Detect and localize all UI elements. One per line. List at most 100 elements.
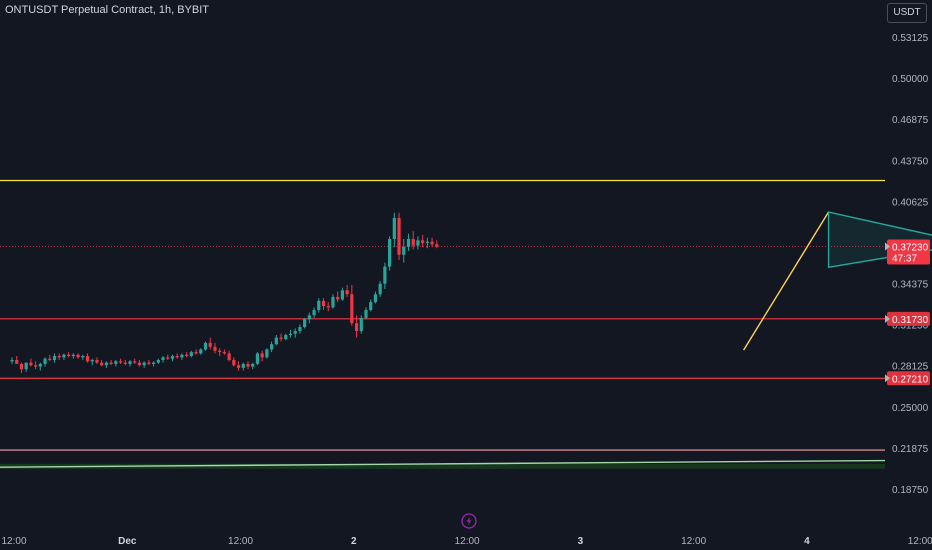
- candle-body: [189, 352, 193, 357]
- chart-title: ONTUSDT Perpetual Contract, 1h, BYBIT: [5, 4, 209, 16]
- price-tick-label: 0.50000: [892, 74, 929, 85]
- candle: [421, 235, 425, 247]
- candle: [76, 353, 80, 359]
- candle-body: [100, 362, 104, 366]
- time-tick-label: 3: [578, 536, 584, 547]
- candle-body: [199, 349, 203, 354]
- price-tick-label: 0.31250: [892, 321, 929, 332]
- candle: [166, 354, 170, 360]
- price-tick-label: 0.40625: [892, 197, 929, 208]
- candle-body: [312, 310, 316, 316]
- candle: [265, 348, 269, 359]
- candle: [57, 353, 61, 360]
- candle-body: [373, 294, 378, 303]
- candle-body: [369, 302, 373, 311]
- candle: [331, 294, 335, 309]
- candle-body: [48, 358, 52, 360]
- candle-body: [95, 359, 99, 363]
- candle: [260, 350, 264, 362]
- candle: [104, 361, 108, 368]
- candle-body: [350, 294, 354, 324]
- candle: [354, 315, 359, 338]
- candle-body: [340, 290, 344, 300]
- red-level-2-badge[interactable]: 0.27210: [885, 371, 930, 386]
- candle: [241, 362, 245, 371]
- candle-body: [213, 346, 217, 351]
- candle-body: [359, 317, 363, 332]
- candle: [411, 231, 415, 250]
- currency-selector-button[interactable]: USDT: [887, 3, 927, 23]
- candle: [43, 357, 47, 367]
- candle-body: [416, 240, 420, 246]
- candle: [425, 237, 429, 249]
- red-level-1-badge-bg: [887, 311, 930, 326]
- candle-body: [265, 349, 269, 358]
- price-tick-label: 0.43750: [892, 156, 929, 167]
- candle-body: [251, 363, 255, 367]
- candle-body: [81, 356, 85, 358]
- candle-body: [76, 354, 80, 358]
- candle: [303, 317, 307, 329]
- price-axis: 0.53125 0.50000 0.46875 0.43750 0.40625 0.343…: [892, 33, 929, 496]
- candle: [350, 285, 354, 326]
- candle-body: [354, 323, 359, 332]
- candle: [397, 212, 401, 261]
- red-level-1-badge[interactable]: 0.31730: [885, 311, 930, 326]
- candle: [15, 356, 19, 364]
- candle-body: [128, 361, 132, 364]
- candle: [137, 359, 142, 367]
- candle-body: [307, 315, 311, 320]
- trendline[interactable]: [0, 459, 886, 468]
- candle-body: [425, 241, 429, 243]
- candle-body: [208, 342, 212, 347]
- candle-body: [279, 337, 283, 339]
- candle: [279, 333, 283, 342]
- candle-body: [90, 359, 94, 362]
- lightning-icon[interactable]: [461, 513, 477, 529]
- candle-body: [397, 217, 401, 255]
- candle: [114, 359, 118, 367]
- candle: [388, 236, 392, 271]
- candle-body: [67, 354, 71, 357]
- candle-body: [246, 363, 250, 367]
- candle: [142, 361, 146, 368]
- candle-body: [326, 306, 330, 308]
- candle: [156, 358, 160, 364]
- candle-body: [331, 296, 335, 308]
- time-tick-label: 2: [351, 536, 357, 547]
- candle: [364, 307, 368, 320]
- candle: [284, 333, 288, 341]
- candle-body: [133, 361, 137, 363]
- candle: [288, 329, 293, 338]
- candle: [175, 353, 179, 359]
- last-price-badge-text: 0.37230: [892, 243, 929, 254]
- candle: [123, 359, 127, 366]
- candle: [298, 324, 302, 334]
- candle-body: [109, 362, 113, 364]
- bottom-zone: [0, 463, 885, 469]
- candle: [133, 358, 137, 364]
- candle: [255, 352, 260, 366]
- candle: [402, 239, 406, 263]
- candle: [373, 291, 378, 304]
- candle: [147, 359, 151, 366]
- candle: [170, 354, 175, 362]
- flagpole-line[interactable]: [743, 211, 830, 351]
- candle: [109, 359, 113, 366]
- price-tick-label: 0.34375: [892, 280, 929, 291]
- candle-body: [161, 357, 165, 360]
- candle-body: [137, 362, 142, 366]
- candle-body: [218, 350, 222, 353]
- candle: [236, 361, 241, 371]
- candle: [326, 302, 330, 312]
- candle-body: [378, 283, 382, 295]
- candle-body: [180, 354, 184, 358]
- candle: [359, 315, 363, 334]
- last-price-badge-pointer: [885, 242, 890, 251]
- candle-body: [123, 362, 127, 364]
- candle: [246, 361, 250, 370]
- candle: [430, 237, 434, 247]
- candle: [274, 334, 278, 346]
